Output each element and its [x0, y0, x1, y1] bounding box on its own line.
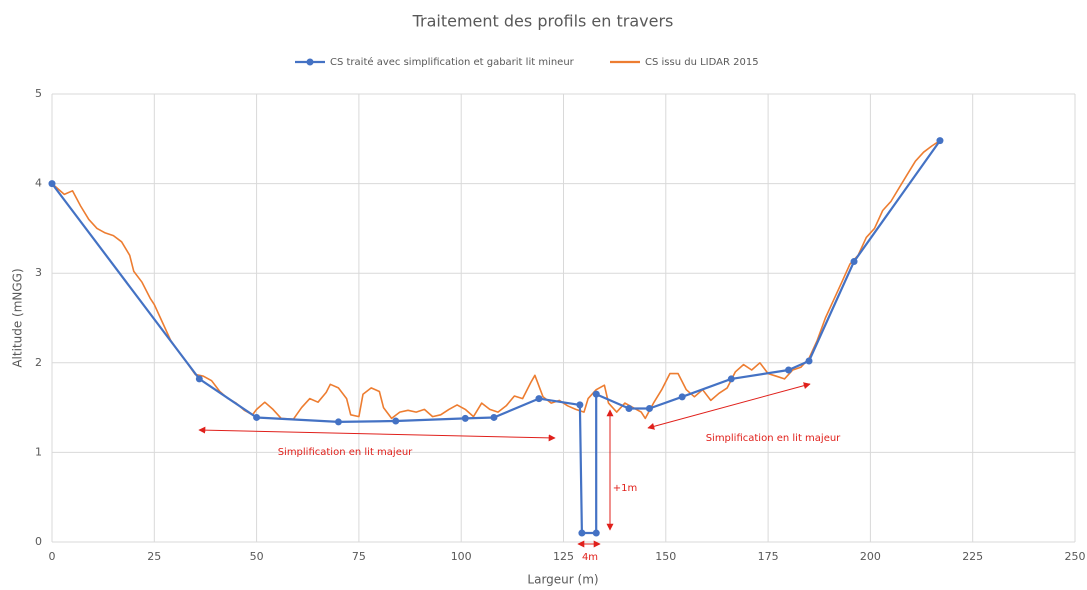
- x-tick-label: 150: [655, 550, 676, 563]
- y-tick-label: 0: [35, 535, 42, 548]
- series-line: [51, 139, 941, 420]
- y-tick-label: 4: [35, 177, 42, 190]
- y-tick-label: 5: [35, 87, 42, 100]
- x-tick-label: 250: [1065, 550, 1086, 563]
- legend-label: CS traité avec simplification et gabarit…: [330, 56, 575, 68]
- data-point: [592, 529, 600, 537]
- x-tick-label: 125: [553, 550, 574, 563]
- data-point: [785, 366, 793, 374]
- chart-title: Traitement des profils en travers: [412, 12, 674, 31]
- data-point: [195, 375, 203, 383]
- data-point: [48, 180, 56, 188]
- x-tick-label: 75: [352, 550, 366, 563]
- x-tick-label: 0: [49, 550, 56, 563]
- data-point: [678, 393, 686, 401]
- data-point: [490, 413, 498, 421]
- data-point: [805, 357, 813, 365]
- arrow: [198, 426, 556, 442]
- data-point: [592, 390, 600, 398]
- data-point: [850, 258, 858, 266]
- data-point: [727, 375, 735, 383]
- data-point: [625, 404, 633, 412]
- series-line: [51, 139, 941, 535]
- annotation: 4m: [582, 552, 598, 563]
- x-tick-label: 100: [451, 550, 472, 563]
- data-point: [461, 414, 469, 422]
- data-point: [392, 417, 400, 425]
- y-axis-label: Altitude (mNGG): [11, 268, 25, 367]
- x-tick-label: 200: [860, 550, 881, 563]
- legend-marker: [306, 58, 314, 66]
- annotation: Simplification en lit majeur: [278, 447, 413, 458]
- data-point: [645, 404, 653, 412]
- data-point: [936, 137, 944, 145]
- x-tick-label: 225: [962, 550, 983, 563]
- y-tick-label: 2: [35, 356, 42, 369]
- annotation: Simplification en lit majeur: [706, 433, 841, 444]
- annotation: +1m: [613, 483, 637, 494]
- y-tick-label: 1: [35, 445, 42, 458]
- annotations: Simplification en lit majeur Simplificat…: [198, 382, 841, 563]
- legend: CS traité avec simplification et gabarit…: [295, 56, 759, 68]
- x-tick-label: 175: [758, 550, 779, 563]
- legend-label: CS issu du LIDAR 2015: [645, 57, 759, 68]
- x-tick-label: 25: [147, 550, 161, 563]
- data-point: [578, 529, 586, 537]
- y-tick-label: 3: [35, 266, 42, 279]
- data-point: [334, 418, 342, 426]
- plot: [48, 137, 944, 537]
- data-point: [576, 401, 584, 409]
- x-axis-label: Largeur (m): [527, 573, 598, 587]
- data-point: [253, 413, 261, 421]
- x-tick-label: 50: [250, 550, 264, 563]
- arrow: [647, 382, 811, 430]
- data-point: [535, 395, 543, 403]
